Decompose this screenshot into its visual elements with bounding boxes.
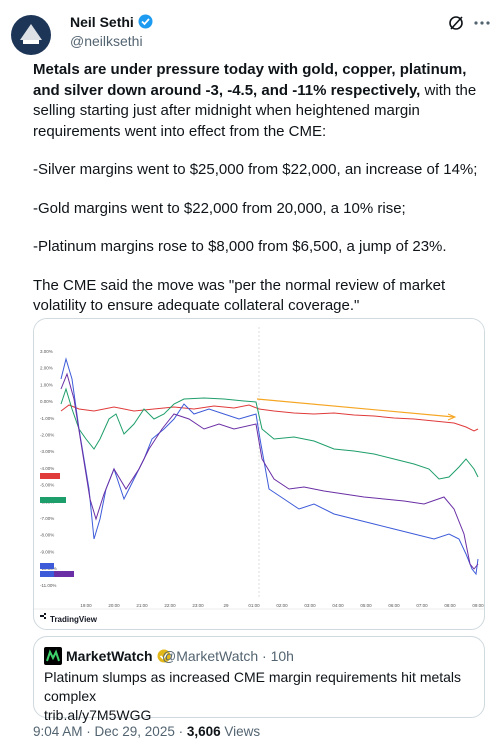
- x-label: 20:00: [108, 603, 120, 608]
- x-label: 07:00: [416, 603, 428, 608]
- brand: TradingView: [50, 615, 98, 624]
- paragraph: The CME said the move was "per the norma…: [33, 276, 446, 315]
- view-count: 3,606: [186, 724, 221, 739]
- y-label: 0.00%: [40, 399, 53, 404]
- x-label: 22:00: [164, 603, 176, 608]
- y-label: 1.00%: [40, 382, 53, 387]
- x-label: 05:00: [360, 603, 372, 608]
- paragraph: -Gold margins went to $22,000 from 20,00…: [33, 199, 406, 217]
- quote-handle: @MarketWatch · 10h: [162, 648, 294, 664]
- post-image[interactable]: 3.00% 2.00% 1.00% 0.00% -1.00% -2.00% -3.00% -4…: [33, 318, 485, 630]
- x-label: 01:00: [248, 603, 260, 608]
- x-label: 09:00: [472, 603, 484, 608]
- x-label: 23:00: [192, 603, 204, 608]
- author-name[interactable]: Neil Sethi: [70, 14, 153, 30]
- post-bold: Metals are under pressure today with gol…: [33, 61, 467, 99]
- x-label: 06:00: [388, 603, 400, 608]
- y-label: -9.00%: [40, 549, 54, 554]
- author-handle[interactable]: @neilksethi: [70, 33, 143, 49]
- paragraph: -Silver margins went to $25,000 from $22…: [33, 161, 478, 178]
- x-label: 19:00: [80, 603, 92, 608]
- y-label: -2.00%: [40, 433, 54, 438]
- post-text: Metals are under pressure today with gol…: [33, 60, 495, 335]
- y-label: -5.00%: [40, 483, 54, 488]
- x-label: 02:00: [276, 603, 288, 608]
- x-label: 21:00: [136, 603, 148, 608]
- y-label: -8.00%: [40, 533, 54, 538]
- x-label: 04:00: [332, 603, 344, 608]
- y-label: -1.00%: [40, 416, 54, 421]
- quoted-post[interactable]: [33, 636, 485, 718]
- quote-avatar: [44, 647, 62, 665]
- x-label: 08:00: [444, 603, 456, 608]
- x-label: 29: [223, 603, 229, 608]
- y-label: -11.00%: [40, 583, 56, 588]
- avatar[interactable]: [10, 14, 52, 56]
- chart-image: 3.00% 2.00% 1.00% 0.00% -1.00% -2.00% -3.00% -4…: [34, 319, 484, 624]
- paragraph: -Platinum margins rose to $8,000 from $6…: [33, 238, 447, 255]
- post-actions[interactable]: [448, 14, 492, 32]
- y-label: -4.00%: [40, 466, 54, 471]
- y-label: -3.00%: [40, 449, 54, 454]
- y-label: 2.00%: [40, 366, 53, 371]
- y-label: 3.00%: [40, 349, 53, 354]
- x-label: 03:00: [304, 603, 316, 608]
- quote-name: MarketWatch: [66, 648, 171, 664]
- chart-labels: 3.00% 2.00% 1.00% 0.00% -1.00% -2.00% -3.00% -4…: [40, 349, 484, 608]
- quote-link[interactable]: trib.al/y7M5WGG: [44, 707, 152, 723]
- verified-badge: [138, 14, 153, 29]
- gold-badge: [157, 649, 171, 663]
- y-label: -7.00%: [40, 516, 54, 521]
- post-rest: with the selling starting just after mid…: [33, 81, 477, 140]
- post-meta: 9:04 AM · Dec 29, 2025 · 3,606 Views: [33, 724, 261, 739]
- quote-text: Platinum slumps as increased CME margin …: [44, 668, 502, 725]
